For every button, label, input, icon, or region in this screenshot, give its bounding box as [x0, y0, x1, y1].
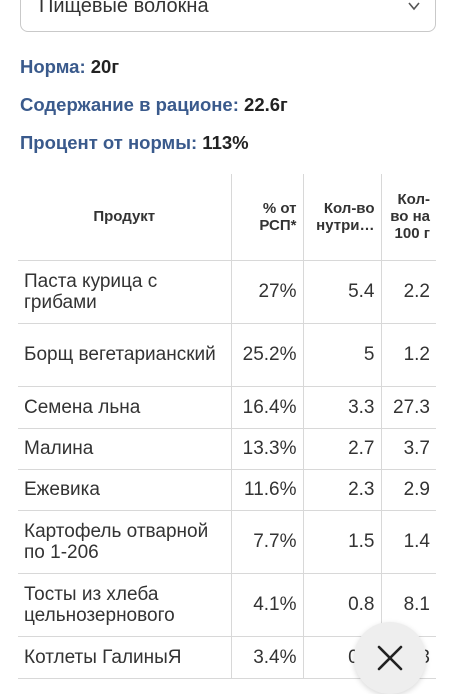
cell-product: Ежевика — [18, 469, 232, 511]
table-row[interactable]: Малина 13.3% 2.7 3.7 — [18, 428, 436, 470]
content-label: Содержание в рационе: — [20, 94, 239, 115]
norm-label: Норма: — [20, 56, 86, 77]
table-row[interactable]: Картофель отварной по 1-206 7.7% 1.5 1.4 — [18, 510, 436, 574]
cell-product: Паста курица с грибами — [18, 260, 232, 324]
chevron-down-icon — [408, 2, 420, 11]
cell-percent: 16.4% — [231, 386, 304, 429]
cell-percent: 11.6% — [231, 469, 304, 511]
cell-per100: 27.3 — [381, 386, 436, 429]
cell-product: Борщ вегетарианский — [18, 323, 232, 387]
cell-product: Тосты из хлеба цельнозернового — [18, 573, 232, 637]
cell-amount: 1.5 — [303, 510, 382, 574]
close-button[interactable] — [354, 622, 426, 694]
cell-per100: 1.4 — [381, 510, 436, 574]
cell-product: Семена льна — [18, 386, 232, 429]
table-row[interactable]: Борщ вегетарианский 25.2% 5 1.2 — [18, 323, 436, 387]
cell-percent: 7.7% — [231, 510, 304, 574]
nutrient-select[interactable]: Пищевые волокна — [20, 0, 436, 32]
products-table: Продукт % от РСП* Кол-во нутри… Кол-во н… — [18, 174, 436, 679]
cell-per100: 2.9 — [381, 469, 436, 511]
table-row[interactable]: Паста курица с грибами 27% 5.4 2.2 — [18, 260, 436, 324]
cell-amount: 2.7 — [303, 428, 382, 470]
column-header-amount[interactable]: Кол-во нутри… — [303, 174, 382, 261]
cell-product: Малина — [18, 428, 232, 470]
cell-amount: 5.4 — [303, 260, 382, 324]
percent-label: Процент от нормы: — [20, 132, 198, 153]
table-header-row: Продукт % от РСП* Кол-во нутри… Кол-во н… — [18, 174, 436, 261]
nutrient-select-value: Пищевые волокна — [39, 0, 209, 17]
norm-value: 20г — [90, 56, 120, 77]
cell-product: Котлеты ГалиныЯ — [18, 636, 232, 679]
close-icon — [377, 645, 403, 671]
cell-percent: 27% — [231, 260, 304, 324]
cell-per100: 2.2 — [381, 260, 436, 324]
cell-percent: 4.1% — [231, 573, 304, 637]
column-header-percent[interactable]: % от РСП* — [231, 174, 304, 261]
column-header-product[interactable]: Продукт — [18, 174, 232, 261]
norm-stat: Норма: 20г — [20, 56, 119, 78]
cell-amount: 2.3 — [303, 469, 382, 511]
percent-stat: Процент от нормы: 113% — [20, 132, 249, 154]
cell-amount: 3.3 — [303, 386, 382, 429]
cell-per100: 3.7 — [381, 428, 436, 470]
cell-amount: 0.8 — [303, 573, 382, 637]
percent-value: 113% — [202, 132, 249, 153]
table-row[interactable]: Семена льна 16.4% 3.3 27.3 — [18, 386, 436, 429]
content-stat: Содержание в рационе: 22.6г — [20, 94, 288, 116]
cell-percent: 13.3% — [231, 428, 304, 470]
content-value: 22.6г — [244, 94, 288, 115]
cell-amount: 5 — [303, 323, 382, 387]
table-row[interactable]: Тосты из хлеба цельнозернового 4.1% 0.8 … — [18, 573, 436, 637]
cell-percent: 25.2% — [231, 323, 304, 387]
cell-per100: 1.2 — [381, 323, 436, 387]
column-header-per100[interactable]: Кол-во на 100 г — [381, 174, 436, 261]
cell-percent: 3.4% — [231, 636, 304, 679]
cell-product: Картофель отварной по 1-206 — [18, 510, 232, 574]
table-row[interactable]: Ежевика 11.6% 2.3 2.9 — [18, 469, 436, 511]
